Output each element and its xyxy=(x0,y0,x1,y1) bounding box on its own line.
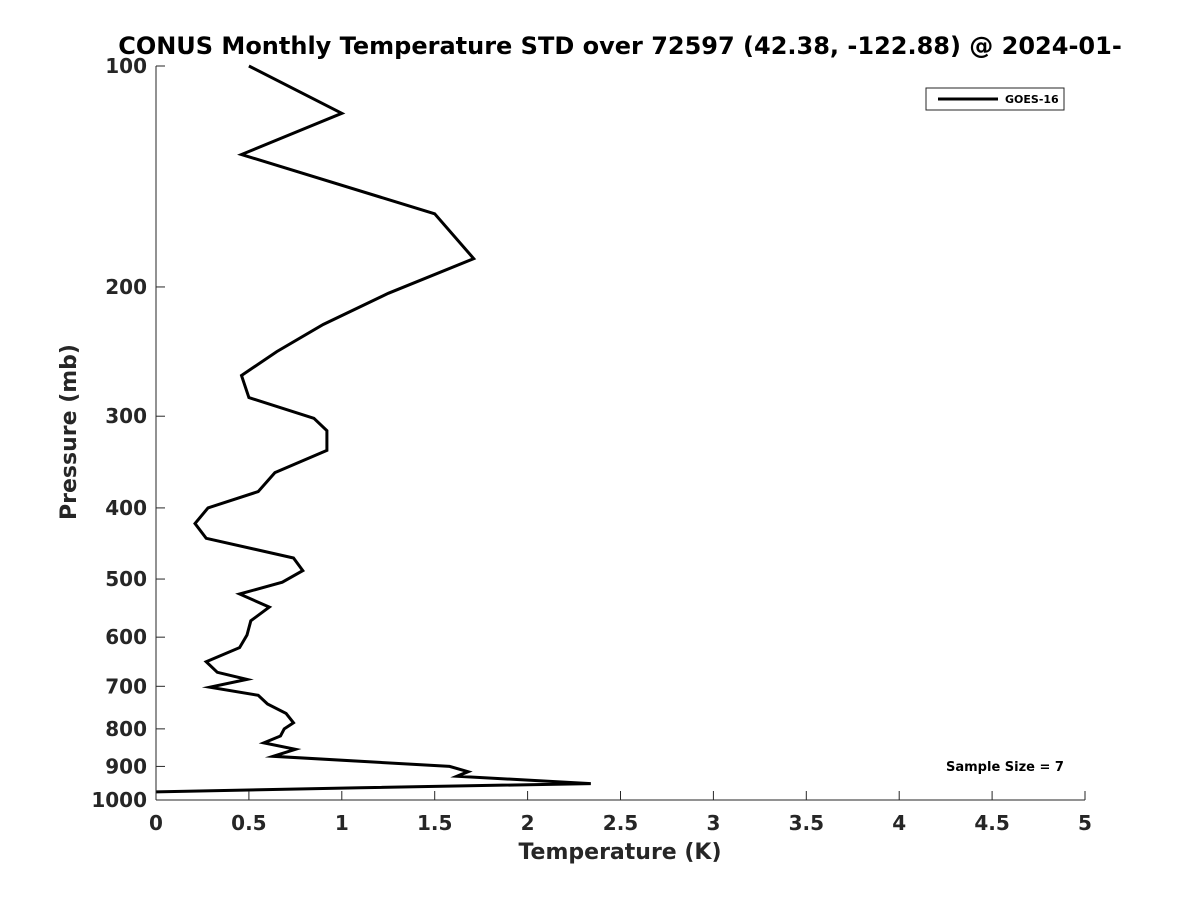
x-tick-label: 1.5 xyxy=(417,811,452,835)
series-line-goes-16 xyxy=(155,64,591,794)
y-axis: 100 200 300 400 500 600 700 800 900 1000 xyxy=(91,54,165,812)
y-tick-label: 300 xyxy=(105,404,147,428)
x-axis: 0 0.5 1 1.5 2 2.5 3 3.5 4 4.5 5 xyxy=(149,791,1092,835)
plot-area xyxy=(155,64,591,794)
y-tick-label: 500 xyxy=(105,567,147,591)
x-tick-label: 4 xyxy=(892,811,906,835)
y-tick-label: 900 xyxy=(105,754,147,778)
x-tick-label: 2.5 xyxy=(603,811,638,835)
x-tick-label: 5 xyxy=(1078,811,1092,835)
x-axis-label: Temperature (K) xyxy=(518,840,721,865)
y-tick-label: 400 xyxy=(105,496,147,520)
y-tick-label: 700 xyxy=(105,674,147,698)
x-tick-label: 1 xyxy=(335,811,349,835)
y-tick-label: 100 xyxy=(105,54,147,78)
y-tick-label: 600 xyxy=(105,625,147,649)
y-axis-label: Pressure (mb) xyxy=(57,344,82,520)
y-tick-label: 800 xyxy=(105,717,147,741)
y-tick-label: 1000 xyxy=(91,788,147,812)
y-tick-label: 200 xyxy=(105,275,147,299)
legend: GOES-16 xyxy=(925,87,1065,111)
x-tick-label: 3.5 xyxy=(789,811,824,835)
sample-size-annotation: Sample Size = 7 xyxy=(946,760,1064,775)
x-tick-label: 0 xyxy=(149,811,163,835)
x-tick-label: 0.5 xyxy=(231,811,266,835)
legend-label: GOES-16 xyxy=(1005,93,1059,106)
chart-title: CONUS Monthly Temperature STD over 72597… xyxy=(118,32,1122,60)
x-tick-label: 2 xyxy=(521,811,535,835)
x-tick-label: 4.5 xyxy=(974,811,1009,835)
x-tick-label: 3 xyxy=(706,811,720,835)
